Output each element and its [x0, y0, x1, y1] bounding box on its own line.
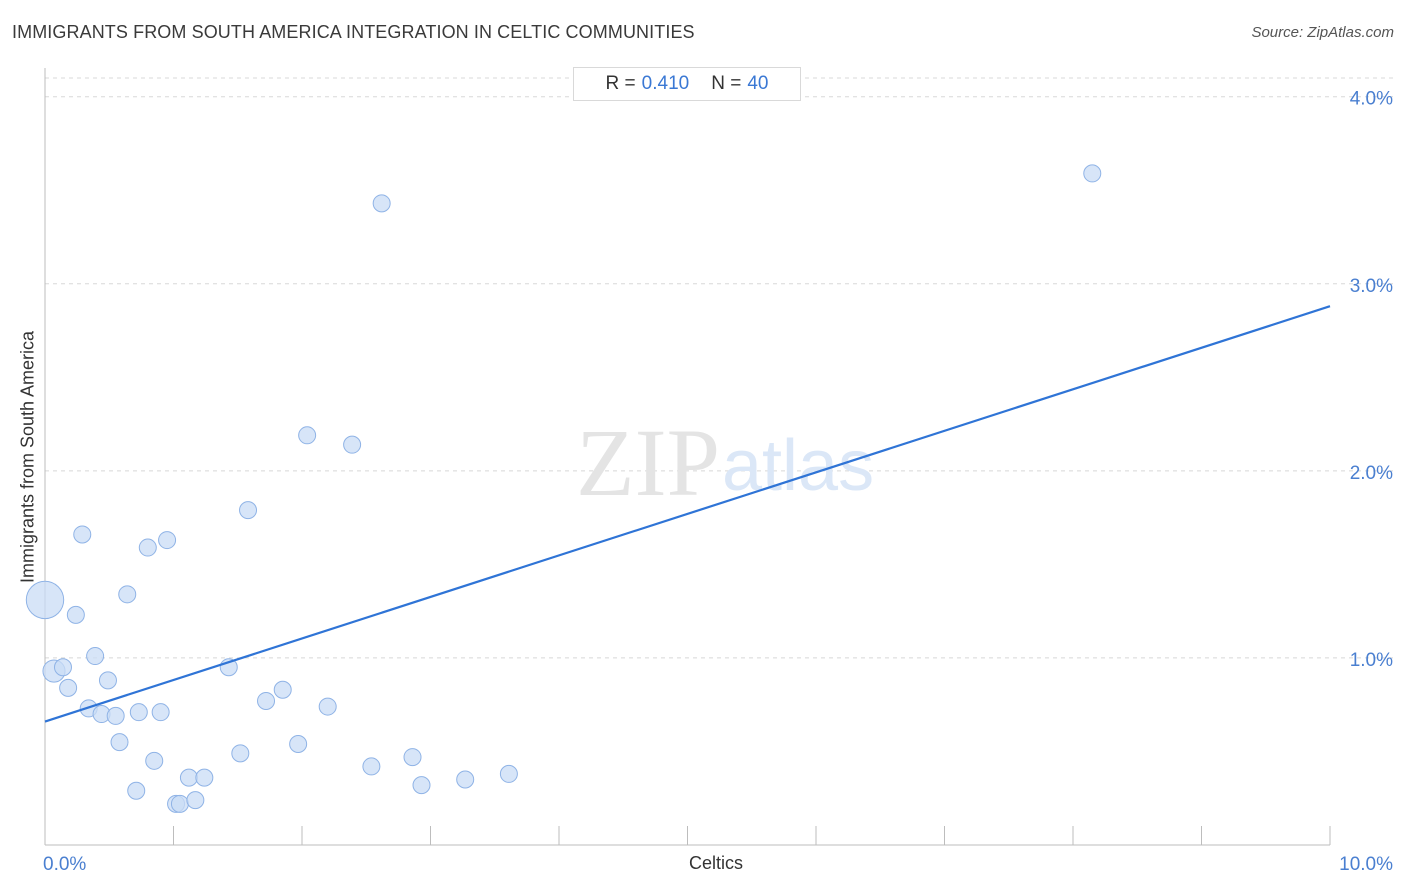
y-tick-label: 3.0%: [1350, 276, 1393, 297]
source-label: Source: ZipAtlas.com: [1251, 24, 1394, 41]
data-point: [403, 748, 422, 767]
data-point: [412, 776, 431, 795]
n-label: N =: [711, 73, 742, 94]
data-point: [289, 734, 308, 753]
chart-title: IMMIGRANTS FROM SOUTH AMERICA INTEGRATIO…: [12, 22, 695, 42]
data-point: [273, 680, 292, 699]
data-point: [25, 580, 65, 620]
y-tick-label: 2.0%: [1350, 463, 1393, 484]
x-tick-labels: 0.0% 10.0%: [43, 854, 1393, 875]
data-point: [257, 691, 276, 710]
data-point: [110, 733, 129, 752]
y-tick-label: 1.0%: [1350, 650, 1393, 671]
data-point: [186, 791, 205, 810]
watermark-atlas: atlas: [722, 426, 874, 506]
data-point: [66, 605, 85, 624]
x-tick-label: 10.0%: [1339, 854, 1393, 875]
data-point: [73, 525, 92, 544]
stats-box: R = 0.410 N = 40: [573, 67, 801, 101]
data-point: [86, 647, 105, 666]
watermark-zip: ZIP: [576, 409, 720, 516]
data-point: [239, 501, 258, 520]
data-point: [138, 538, 157, 557]
data-point: [118, 585, 137, 604]
data-point: [158, 531, 177, 550]
y-tick-labels: 1.0% 2.0% 3.0% 4.0%: [1350, 89, 1393, 671]
data-point: [343, 435, 362, 454]
data-point: [170, 794, 189, 813]
x-tick-label: 0.0%: [43, 854, 86, 875]
data-point: [151, 703, 170, 722]
data-point: [145, 751, 164, 770]
r-label: R =: [605, 73, 636, 94]
data-point: [53, 658, 72, 677]
data-point: [499, 764, 518, 783]
data-point: [362, 757, 381, 776]
data-point: [59, 678, 78, 697]
trend-line: [44, 305, 1331, 723]
axes: [44, 68, 1331, 846]
data-point: [372, 194, 391, 213]
data-point: [129, 703, 148, 722]
y-tick-label: 4.0%: [1350, 89, 1393, 110]
data-points: [25, 164, 1102, 813]
data-point: [98, 671, 117, 690]
data-point: [127, 781, 146, 800]
data-point: [1083, 164, 1102, 183]
data-point: [298, 426, 317, 445]
data-point: [318, 697, 337, 716]
data-point: [106, 706, 125, 725]
r-value: 0.410: [641, 73, 690, 94]
y-axis-label: Immigrants from South America: [17, 330, 38, 584]
data-point: [179, 768, 198, 787]
data-point: [456, 770, 475, 789]
grid-lines: [45, 77, 1395, 659]
trend-line-segment: [44, 305, 1331, 723]
data-point: [231, 744, 250, 763]
x-axis-label: Celtics: [688, 853, 744, 873]
data-point: [195, 768, 214, 787]
n-value: 40: [747, 73, 769, 94]
